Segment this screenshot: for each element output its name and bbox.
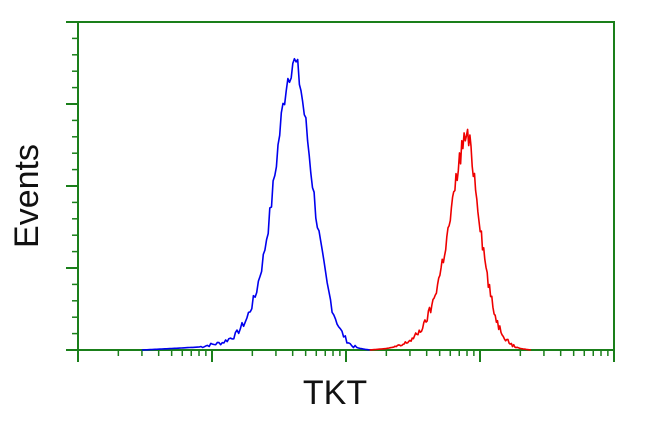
plot-frame [77,21,615,351]
y-axis-ticks [66,21,78,351]
x-axis-ticks [77,350,615,362]
x-axis-label: TKT [302,374,368,412]
series-2-histogram [369,128,532,351]
series-1-histogram [141,57,372,351]
series-layer [141,57,532,351]
y-axis-label-text: Events [8,144,46,248]
